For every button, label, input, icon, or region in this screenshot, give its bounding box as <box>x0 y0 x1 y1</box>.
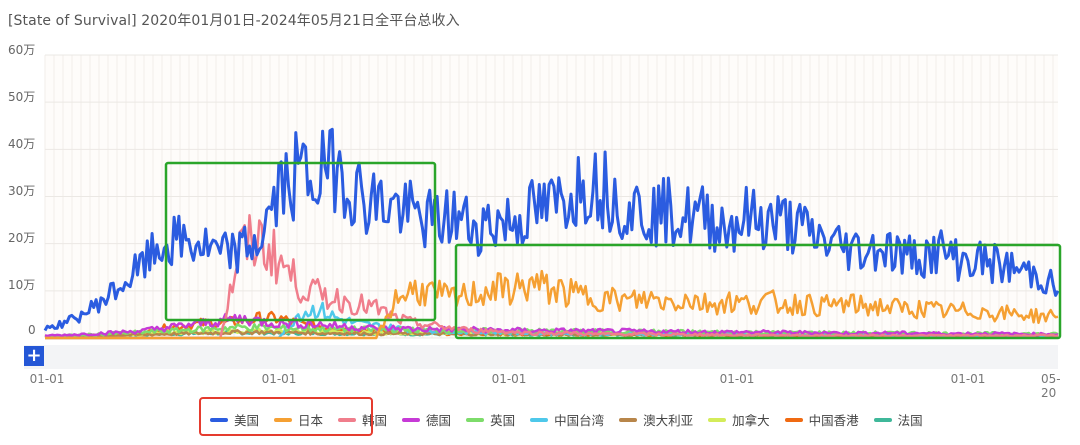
legend-label: 法国 <box>897 413 923 428</box>
legend-swatch-icon <box>708 417 727 422</box>
x-tick-label: 01-01 <box>719 372 755 386</box>
legend-swatch-icon <box>619 417 638 422</box>
highlight-box <box>164 161 437 322</box>
series-line-德国 <box>44 313 1059 338</box>
legend-item-uk[interactable]: 英国 <box>466 410 515 429</box>
x-tick-label: 01-01 <box>950 372 986 386</box>
series-line-日本 <box>45 269 1059 340</box>
x-tick-label: 01-01 <box>29 372 65 386</box>
legend-swatch-icon <box>338 417 357 422</box>
y-tick-label: 50万 <box>8 90 36 104</box>
legend-swatch-icon <box>274 417 293 422</box>
legend-item-kr[interactable]: 韩国 <box>338 410 387 429</box>
legend-item-tw[interactable]: 中国台湾 <box>530 410 604 429</box>
legend-item-ca[interactable]: 加拿大 <box>708 410 770 429</box>
legend-swatch-icon <box>873 417 892 422</box>
legend-label: 加拿大 <box>732 413 770 428</box>
y-tick-label: 0 <box>28 323 36 337</box>
legend: 美国 日本 韩国 德国 英国 中国台湾 澳大利亚 加拿大 中国香港 法国 <box>210 410 938 429</box>
legend-swatch-icon <box>784 417 803 422</box>
y-tick-label: 20万 <box>8 231 36 245</box>
zoom-expand-button[interactable]: + <box>24 346 44 366</box>
legend-label: 美国 <box>234 413 260 428</box>
legend-swatch-icon <box>466 417 485 422</box>
legend-label: 德国 <box>426 413 452 428</box>
series-lines <box>43 127 1060 340</box>
y-tick-label: 60万 <box>8 43 36 57</box>
annotation-boxes <box>164 161 1062 340</box>
series-line-英国 <box>44 323 1059 338</box>
x-tick-label: 05-20 <box>1041 372 1061 400</box>
highlight-box <box>454 243 1062 340</box>
legend-item-hk[interactable]: 中国香港 <box>784 410 859 429</box>
legend-label: 澳大利亚 <box>643 413 694 428</box>
legend-item-us[interactable]: 美国 <box>210 410 259 429</box>
x-tick-label: 01-01 <box>491 372 527 386</box>
legend-item-de[interactable]: 德国 <box>402 410 451 429</box>
legend-highlight-box <box>199 397 373 436</box>
legend-swatch-icon <box>210 417 228 422</box>
x-tick-label: 01-01 <box>261 372 297 386</box>
y-tick-label: 40万 <box>8 137 36 151</box>
legend-label: 韩国 <box>362 413 388 428</box>
legend-swatch-icon <box>402 417 421 422</box>
datazoom-slider[interactable] <box>24 345 1058 369</box>
series-line-美国 <box>43 127 1060 332</box>
legend-item-fr[interactable]: 法国 <box>873 410 923 429</box>
legend-swatch-icon <box>530 417 549 422</box>
legend-label: 英国 <box>490 413 516 428</box>
legend-item-au[interactable]: 澳大利亚 <box>619 410 693 429</box>
legend-label: 日本 <box>298 413 324 428</box>
chart-title: [State of Survival] 2020年01月01日-2024年05月… <box>8 13 460 29</box>
y-tick-label: 10万 <box>8 278 36 292</box>
y-tick-label: 30万 <box>8 184 36 198</box>
legend-label: 中国香港 <box>808 413 859 428</box>
legend-label: 中国台湾 <box>554 413 605 428</box>
legend-item-jp[interactable]: 日本 <box>274 410 323 429</box>
